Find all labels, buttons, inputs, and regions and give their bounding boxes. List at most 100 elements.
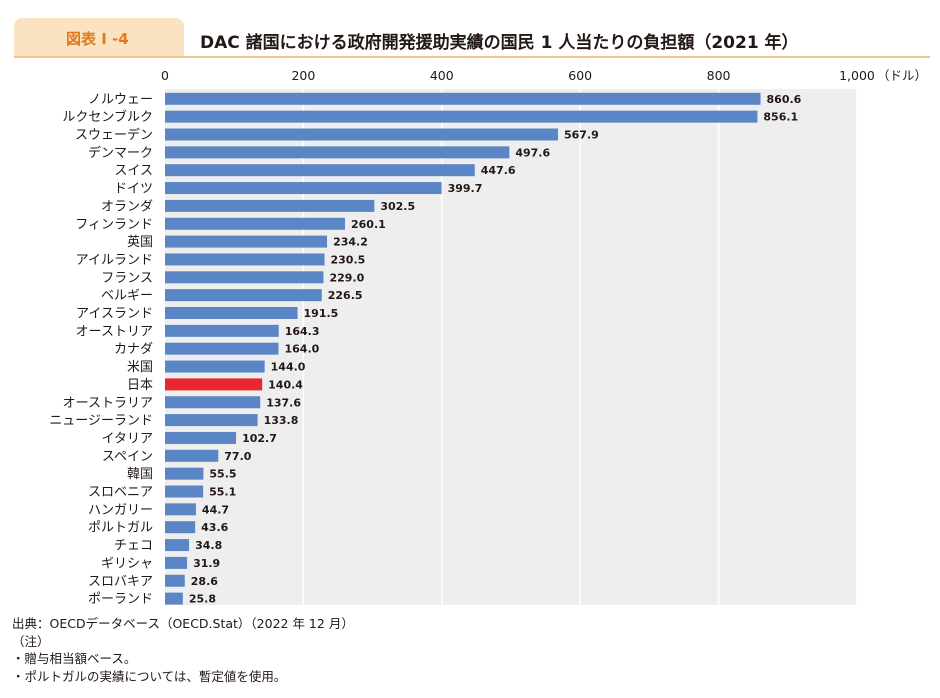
value-label: 137.6 bbox=[266, 396, 301, 409]
category-label: オランダ bbox=[101, 199, 153, 214]
value-label: 140.4 bbox=[268, 378, 303, 391]
bar bbox=[165, 521, 196, 534]
bar bbox=[165, 146, 510, 159]
value-label: 302.5 bbox=[380, 200, 415, 213]
bar bbox=[165, 182, 442, 195]
value-label: 234.2 bbox=[333, 236, 368, 249]
figure-label: 図表 I -4 bbox=[66, 30, 129, 48]
category-label: デンマーク bbox=[88, 145, 153, 161]
x-axis-unit: （ドル） bbox=[877, 68, 927, 83]
bar bbox=[165, 342, 279, 355]
value-label: 25.8 bbox=[189, 593, 216, 606]
value-labels: 860.6 856.1 567.9 497.6 447.6 399.7 302.5 260.1… bbox=[189, 93, 802, 606]
category-label: オーストリア bbox=[76, 324, 153, 339]
value-label: 55.1 bbox=[209, 486, 236, 499]
category-label: フランス bbox=[101, 271, 153, 286]
bar bbox=[165, 503, 196, 516]
value-label: 226.5 bbox=[328, 289, 363, 302]
category-label: 英国 bbox=[127, 235, 153, 250]
note-item: ・贈与相当額ベース。 bbox=[12, 651, 137, 666]
bar bbox=[165, 396, 261, 409]
value-label: 44.7 bbox=[202, 503, 229, 516]
bar bbox=[165, 253, 325, 266]
category-label: 韓国 bbox=[127, 467, 153, 482]
bar bbox=[165, 360, 265, 373]
bar bbox=[165, 110, 758, 123]
bar bbox=[165, 271, 324, 284]
value-label: 43.6 bbox=[201, 521, 228, 534]
x-axis-ticks: 0 200 400 600 800 1,000 bbox=[161, 68, 875, 83]
bar bbox=[165, 235, 328, 248]
category-label: フィンランド bbox=[75, 217, 153, 232]
value-label: 77.0 bbox=[224, 450, 251, 463]
value-label: 399.7 bbox=[448, 182, 483, 195]
value-label: 260.1 bbox=[351, 218, 386, 231]
category-label: ハンガリー bbox=[88, 503, 153, 518]
category-label: ギリシャ bbox=[101, 556, 153, 571]
x-tick-label: 800 bbox=[707, 68, 731, 83]
bar-highlight bbox=[165, 378, 263, 391]
bar bbox=[165, 574, 185, 587]
bar bbox=[165, 128, 558, 141]
x-tick-label: 1,000 bbox=[839, 68, 875, 83]
category-label: スウェーデン bbox=[75, 127, 153, 143]
value-label: 28.6 bbox=[191, 575, 218, 588]
bar bbox=[165, 539, 190, 552]
bar bbox=[165, 467, 204, 480]
value-label: 31.9 bbox=[193, 557, 220, 570]
value-label: 856.1 bbox=[763, 111, 798, 124]
value-label: 497.6 bbox=[515, 146, 550, 159]
category-label: スペイン bbox=[102, 449, 153, 464]
value-label: 191.5 bbox=[304, 307, 339, 320]
bar bbox=[165, 164, 475, 177]
category-label: イタリア bbox=[102, 431, 153, 446]
value-label: 567.9 bbox=[564, 129, 599, 142]
x-tick-label: 0 bbox=[161, 68, 169, 83]
bar bbox=[165, 324, 279, 337]
value-label: 144.0 bbox=[271, 361, 306, 374]
bar bbox=[165, 217, 345, 230]
bar bbox=[165, 289, 322, 302]
x-tick-label: 200 bbox=[291, 68, 315, 83]
category-labels: ノルウェールクセンブルクスウェーデンデンマークスイスドイツオランダフィンランド英… bbox=[49, 92, 153, 607]
figure-title: DAC 諸国における政府開発援助実績の国民 1 人当たりの負担額（2021 年） bbox=[200, 33, 799, 53]
category-label: オーストラリア bbox=[63, 396, 153, 411]
bar bbox=[165, 592, 183, 605]
value-label: 860.6 bbox=[767, 93, 802, 106]
category-label: ポーランド bbox=[88, 592, 153, 607]
bar bbox=[165, 199, 375, 212]
value-label: 447.6 bbox=[481, 164, 516, 177]
source-note: 出典：OECDデータベース（OECD.Stat）（2022 年 12 月） bbox=[12, 616, 354, 631]
value-label: 229.0 bbox=[329, 271, 364, 284]
category-label: ノルウェー bbox=[88, 92, 153, 107]
category-label: ベルギー bbox=[101, 289, 153, 304]
category-label: ドイツ bbox=[114, 182, 153, 197]
bar bbox=[165, 92, 761, 105]
value-label: 133.8 bbox=[264, 414, 299, 427]
bar bbox=[165, 307, 298, 319]
bar bbox=[165, 485, 204, 498]
category-label: ニュージーランド bbox=[49, 414, 153, 429]
category-label: チェコ bbox=[114, 539, 153, 554]
category-label: ポルトガル bbox=[88, 521, 153, 536]
value-label: 164.0 bbox=[284, 343, 319, 356]
category-label: カナダ bbox=[114, 342, 153, 357]
value-label: 164.3 bbox=[285, 325, 320, 338]
bar bbox=[165, 449, 219, 462]
value-label: 34.8 bbox=[195, 539, 222, 552]
category-label: スロバキア bbox=[88, 574, 153, 589]
category-label: アイスランド bbox=[76, 307, 153, 322]
note-heading: （注） bbox=[12, 633, 50, 649]
category-label: 日本 bbox=[127, 378, 153, 393]
category-label: スロベニア bbox=[88, 485, 153, 500]
value-label: 230.5 bbox=[331, 253, 366, 266]
category-label: アイルランド bbox=[76, 253, 153, 268]
category-label: スイス bbox=[114, 164, 153, 179]
bar-chart: 0 200 400 600 800 1,000 （ドル） ノルウェールクセンブルクスウェー… bbox=[49, 68, 927, 607]
figure-header: 図表 I -4 DAC 諸国における政府開発援助実績の国民 1 人当たりの負担額… bbox=[14, 18, 930, 58]
bars bbox=[165, 92, 761, 605]
note-item: ・ポルトガルの実績については、暫定値を使用。 bbox=[12, 668, 287, 684]
bar bbox=[165, 556, 188, 569]
category-label: ルクセンブルク bbox=[62, 109, 153, 125]
chart-footer: 出典：OECDデータベース（OECD.Stat）（2022 年 12 月） （注… bbox=[12, 615, 354, 685]
